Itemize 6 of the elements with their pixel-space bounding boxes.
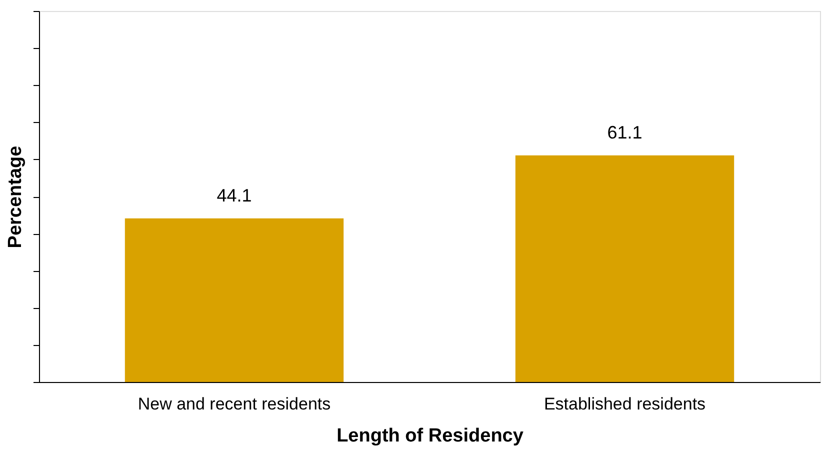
y-axis-title: Percentage	[5, 146, 26, 248]
x-axis-title: Length of Residency	[336, 426, 524, 446]
x-tick-label: Established residents	[544, 394, 706, 414]
data-label: 61.1	[607, 122, 642, 142]
data-label: 44.1	[216, 185, 252, 206]
x-tick-label: New and recent residents	[138, 394, 331, 414]
